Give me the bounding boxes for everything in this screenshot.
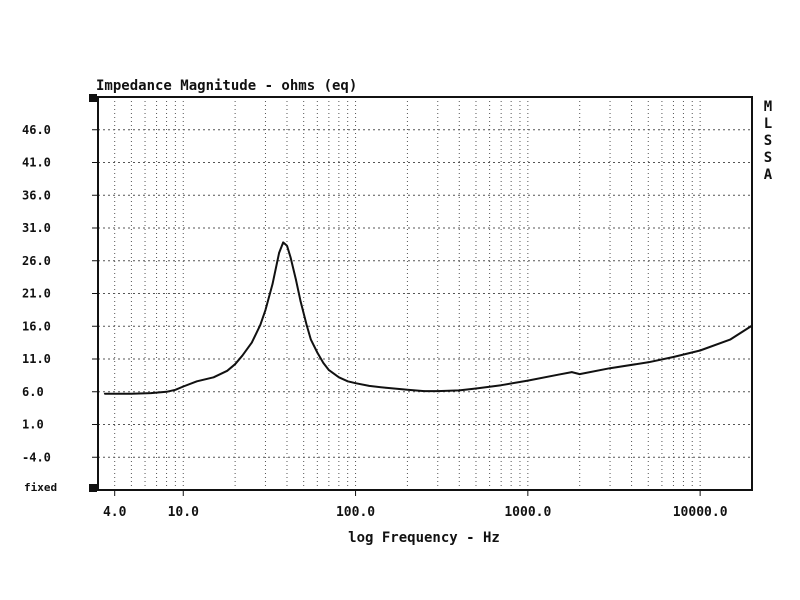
data-point — [165, 390, 168, 393]
data-point — [729, 338, 732, 341]
bottom-marker — [89, 484, 97, 492]
y-axis-ticks: 46.0 41.0 36.0 31.0 26.0 21.0 16.0 11.0 6.0 1.0 -4… — [22, 123, 98, 464]
y-tick-label: 36.0 — [22, 188, 51, 202]
data-point — [226, 369, 229, 372]
side-label-letter: A — [764, 167, 773, 183]
side-label-letter: M — [764, 99, 772, 115]
data-point — [212, 376, 215, 379]
x-tick-label: 10000.0 — [673, 505, 728, 520]
data-point — [103, 392, 106, 395]
series-line-impedance — [104, 241, 753, 395]
data-point — [282, 241, 284, 244]
data-point — [672, 356, 675, 358]
y-tick-label: 31.0 — [22, 221, 51, 235]
x-tick-label: 4.0 — [103, 505, 127, 520]
data-point — [316, 351, 319, 354]
data-point — [286, 244, 288, 247]
data-point — [500, 384, 502, 387]
data-point — [295, 278, 297, 280]
data-point — [150, 392, 152, 394]
data-point — [289, 256, 292, 259]
data-point — [130, 392, 133, 395]
y-tick-label: 6.0 — [22, 385, 44, 399]
data-point — [751, 324, 753, 327]
data-point — [305, 324, 308, 326]
data-points — [103, 241, 753, 395]
data-point — [436, 390, 439, 392]
x-tick-label: 1000.0 — [504, 505, 551, 520]
data-point — [354, 382, 357, 385]
data-point — [475, 387, 477, 390]
y-tick-label: 21.0 — [22, 287, 51, 301]
x-axis-ticks: 4.0 10.0 100.0 1000.0 10000.0 — [103, 490, 728, 520]
data-point — [259, 324, 262, 326]
data-point — [234, 363, 236, 366]
x-axis-label: log Frequency - Hz — [348, 530, 500, 546]
data-point — [578, 373, 581, 375]
data-point — [322, 362, 325, 364]
data-point — [406, 388, 409, 391]
data-point — [251, 341, 253, 344]
data-point — [182, 385, 185, 388]
y-tick-label: 26.0 — [22, 254, 51, 268]
grid-lines — [98, 97, 753, 490]
side-label-letter: S — [764, 150, 772, 166]
data-point — [571, 371, 573, 373]
chart-title: Impedance Magnitude - ohms (eq) — [96, 78, 357, 94]
data-point — [241, 354, 244, 357]
data-point — [338, 376, 340, 379]
side-label-letter: L — [764, 116, 772, 132]
data-point — [196, 380, 198, 383]
data-point — [423, 390, 425, 392]
data-point — [458, 389, 461, 392]
data-point — [647, 361, 650, 364]
data-point — [557, 373, 559, 376]
data-point — [278, 252, 280, 254]
data-point — [609, 367, 611, 369]
side-label-letter: S — [764, 133, 772, 149]
data-point — [328, 369, 330, 371]
data-point — [264, 309, 267, 311]
data-point — [385, 387, 387, 389]
x-tick-label: 100.0 — [336, 505, 375, 520]
y-tick-label: 46.0 — [22, 123, 51, 137]
data-point — [699, 349, 701, 352]
x-tick-label: 10.0 — [168, 505, 199, 520]
y-tick-label: -4.0 — [22, 450, 51, 464]
data-point — [310, 338, 312, 341]
data-point — [271, 282, 274, 285]
data-point — [299, 300, 302, 303]
data-point — [368, 385, 370, 387]
y-tick-label: 11.0 — [22, 352, 51, 366]
y-tick-label: 41.0 — [22, 156, 51, 170]
data-point — [527, 379, 529, 382]
top-marker — [89, 94, 97, 102]
y-scale-mode-label: fixed — [24, 481, 57, 494]
y-tick-label: 1.0 — [22, 418, 44, 432]
data-point — [346, 380, 349, 383]
y-tick-label: 16.0 — [22, 319, 51, 333]
data-point — [174, 388, 177, 391]
